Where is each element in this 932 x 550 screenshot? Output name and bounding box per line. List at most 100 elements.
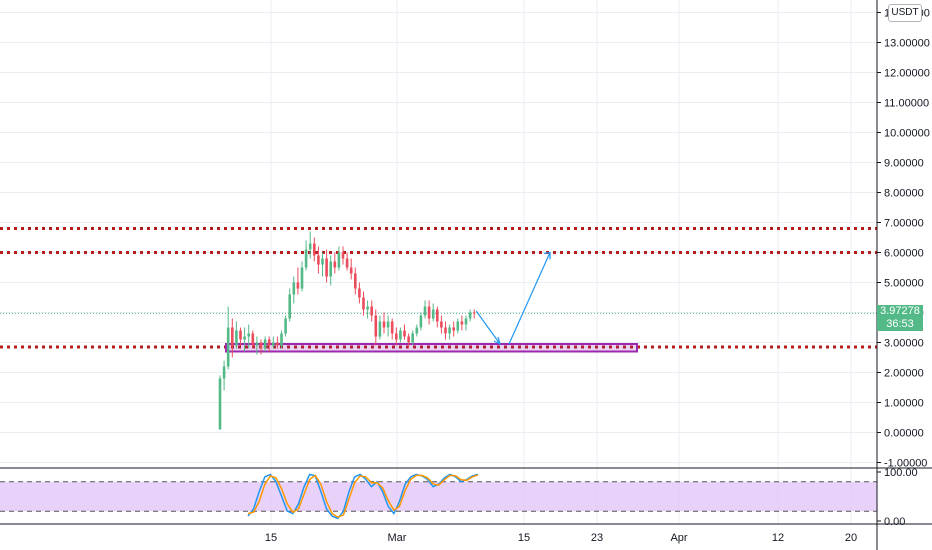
- candle-body: [382, 321, 386, 328]
- level-lines: [0, 227, 877, 349]
- candle-body: [386, 321, 390, 328]
- candle-body: [288, 294, 291, 319]
- price-tick-label: 2.00000: [884, 368, 924, 380]
- candle-body: [259, 342, 263, 349]
- oscillator-pane: 100.00 0.00: [0, 467, 918, 528]
- candle-body: [226, 327, 230, 367]
- projection-arrow: [475, 251, 551, 346]
- last-price-value: 3.97278: [880, 305, 920, 317]
- candle-body: [460, 321, 464, 325]
- candle-body: [251, 333, 255, 346]
- candle-body: [239, 330, 242, 340]
- candle-body: [468, 312, 472, 319]
- candle-body: [304, 249, 308, 268]
- candle-body: [333, 261, 337, 268]
- candle-body: [431, 309, 435, 319]
- arrow-head-down: [493, 336, 501, 346]
- candle-body: [341, 252, 345, 259]
- price-tick-label: -1.00000: [884, 458, 927, 470]
- candle-body: [354, 273, 357, 289]
- candle-body: [300, 267, 304, 289]
- candle-body: [378, 321, 382, 337]
- candle-body: [345, 258, 349, 268]
- candle-body: [292, 282, 296, 295]
- candle-body: [325, 258, 328, 277]
- candle-body: [370, 306, 373, 316]
- arrow-leg-down: [475, 310, 501, 345]
- time-axis-labels: 15 Mar 15 23 Apr 12 20: [265, 532, 857, 544]
- candle-body: [243, 336, 246, 340]
- candle-body: [321, 258, 324, 265]
- oscillator-tick-label: 0.00: [884, 516, 905, 528]
- price-tick-label: 3.00000: [884, 338, 924, 350]
- candle-body: [452, 327, 455, 331]
- support-zone: [225, 343, 638, 353]
- candle-body: [218, 378, 222, 430]
- time-tick-label: 20: [845, 532, 857, 544]
- price-tick-label: 7.00000: [884, 218, 924, 230]
- arrow-leg-up: [508, 252, 551, 345]
- candle-body: [272, 342, 275, 346]
- candle-body: [255, 342, 259, 346]
- candle-body: [440, 321, 443, 328]
- candle-body: [337, 252, 341, 268]
- oscillator-series-line: [247, 474, 479, 518]
- candle-body: [472, 312, 476, 314]
- currency-button[interactable]: USDT: [888, 4, 922, 22]
- time-tick-label: 23: [591, 532, 603, 544]
- time-tick-label: Mar: [388, 532, 407, 544]
- candle-body: [362, 297, 365, 310]
- candle-body: [296, 282, 300, 289]
- candle-body: [313, 243, 316, 256]
- candle-body: [448, 327, 451, 334]
- time-tick-label: Apr: [670, 532, 687, 544]
- candle-body: [399, 330, 402, 340]
- candle-body: [411, 333, 414, 343]
- candle-body: [235, 330, 238, 346]
- candle-body: [349, 267, 353, 274]
- price-tick-label: 11.00000: [884, 98, 929, 110]
- arrow-head-up: [543, 251, 551, 260]
- candle-body: [280, 333, 283, 346]
- candle-body: [456, 321, 460, 331]
- candle-body: [358, 288, 361, 298]
- candle-body: [427, 306, 431, 319]
- support-zone-rect: [225, 343, 638, 353]
- candle-body: [308, 243, 312, 250]
- candle-body: [390, 321, 394, 334]
- candle-body: [317, 255, 320, 265]
- oscillator-band: [0, 481, 877, 512]
- grid: [0, 0, 877, 524]
- candle-body: [464, 318, 468, 325]
- price-tick-label: 1.00000: [884, 398, 924, 410]
- candle-body: [436, 309, 439, 322]
- price-tick-label: 12.00000: [884, 68, 930, 80]
- candle-body: [329, 261, 332, 277]
- price-tick-label: 10.00000: [884, 128, 930, 140]
- candle-body: [444, 327, 447, 334]
- oscillator-tick-label: 100.00: [884, 467, 918, 479]
- candle-body: [419, 315, 423, 328]
- price-tick-label: 0.00000: [884, 428, 924, 440]
- candle-body: [276, 342, 279, 346]
- candle-body: [423, 306, 427, 316]
- time-tick-label: 15: [518, 532, 530, 544]
- price-tick-label: 8.00000: [884, 188, 924, 200]
- bar-countdown: 36:53: [886, 318, 914, 330]
- candle-body: [284, 318, 287, 334]
- candle-body: [395, 333, 398, 340]
- price-tick-label: 6.00000: [884, 248, 924, 260]
- candle-body: [374, 315, 378, 337]
- price-tick-label: 5.00000: [884, 278, 924, 290]
- last-price-tag: 3.97278 36:53: [877, 305, 923, 331]
- candle-body: [415, 327, 419, 334]
- time-tick-label: 15: [265, 532, 277, 544]
- candle-body: [407, 336, 410, 343]
- candles: [218, 231, 476, 430]
- candle-body: [247, 333, 250, 337]
- candle-body: [366, 306, 369, 310]
- candle-body: [267, 339, 271, 346]
